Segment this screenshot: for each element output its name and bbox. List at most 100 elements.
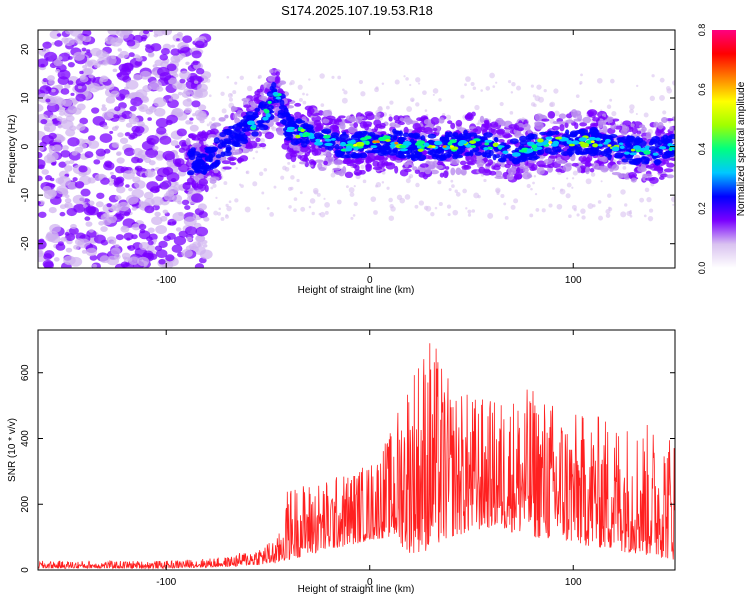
signal-halo	[438, 117, 445, 124]
noise-blob	[53, 58, 64, 67]
signal-hotspot	[526, 148, 534, 153]
signal-halo	[290, 150, 300, 154]
signal-core	[219, 139, 224, 145]
noise-blob	[162, 150, 175, 161]
noise-blob	[143, 30, 150, 35]
signal-core	[397, 136, 407, 141]
noise-blob	[43, 253, 53, 260]
noise-speck	[404, 194, 411, 200]
noise-blob	[77, 238, 91, 249]
signal-core	[635, 136, 641, 143]
noise-blob	[39, 141, 47, 148]
noise-blob	[64, 160, 71, 165]
signal-halo	[404, 162, 409, 168]
noise-speck	[616, 123, 619, 126]
signal-hotspot	[618, 142, 624, 146]
noise-blob	[170, 55, 181, 63]
signal-hotspot	[652, 152, 659, 156]
noise-blob	[109, 130, 114, 134]
noise-speck	[648, 208, 654, 213]
noise-speck	[536, 84, 542, 90]
noise-speck	[343, 90, 348, 95]
signal-halo	[376, 112, 381, 116]
noise-blob	[49, 223, 61, 233]
noise-blob	[135, 56, 143, 62]
noise-speck	[408, 173, 414, 179]
signal-hotspot	[577, 141, 586, 145]
signal-core	[323, 130, 331, 134]
noise-speck	[553, 88, 559, 94]
noise-speck	[533, 103, 537, 108]
noise-speck	[418, 200, 425, 206]
signal-halo	[476, 159, 485, 167]
noise-speck	[308, 205, 312, 209]
signal-hotspot	[458, 139, 468, 145]
noise-blob	[151, 216, 163, 226]
noise-blob	[155, 154, 164, 161]
noise-speck	[388, 215, 395, 221]
noise-blob	[149, 253, 158, 260]
signal-halo	[464, 114, 473, 120]
noise-blob	[67, 61, 75, 68]
noise-blob	[69, 30, 82, 37]
noise-blob	[99, 133, 113, 143]
signal-halo	[389, 122, 397, 128]
signal-core	[474, 151, 483, 156]
signal-halo	[541, 118, 550, 122]
noise-blob	[124, 132, 131, 137]
signal-core	[228, 125, 235, 129]
noise-speck	[644, 187, 650, 193]
colorbar-gradient	[712, 30, 736, 268]
noise-blob	[155, 225, 168, 235]
y-tick-label: -10	[20, 187, 31, 202]
signal-core	[640, 156, 650, 163]
noise-speck	[598, 215, 604, 221]
signal-halo	[423, 127, 433, 135]
signal-core	[409, 146, 420, 150]
signal-halo	[658, 176, 665, 180]
noise-blob	[38, 211, 47, 218]
signal-hotspot	[302, 131, 311, 137]
signal-halo	[243, 104, 252, 108]
noise-speck	[549, 101, 556, 107]
noise-speck	[226, 75, 230, 79]
noise-blob	[88, 228, 94, 233]
noise-blob	[194, 40, 205, 49]
signal-hotspot	[667, 143, 673, 147]
signal-hotspot	[275, 96, 282, 100]
noise-blob	[156, 126, 167, 135]
signal-halo	[191, 142, 202, 148]
noise-speck	[415, 102, 420, 107]
signal-core	[210, 162, 218, 169]
noise-blob	[154, 211, 161, 217]
signal-hotspot	[423, 142, 430, 147]
signal-core	[663, 151, 673, 157]
signal-halo	[496, 129, 505, 136]
signal-hotspot	[323, 134, 331, 139]
signal-halo	[669, 126, 674, 132]
signal-hotspot	[629, 152, 637, 156]
noise-speck	[665, 85, 671, 91]
noise-speck	[206, 123, 210, 127]
noise-speck	[571, 186, 574, 189]
signal-core	[269, 85, 275, 91]
noise-blob	[139, 106, 145, 110]
signal-halo	[185, 138, 191, 146]
signal-core	[295, 119, 301, 123]
noise-speck	[472, 86, 477, 91]
signal-halo	[586, 154, 593, 162]
signal-core	[621, 158, 629, 163]
signal-halo	[333, 118, 343, 123]
signal-core	[654, 141, 661, 148]
noise-speck	[223, 181, 228, 186]
noise-speck	[269, 212, 275, 217]
noise-speck	[596, 77, 603, 84]
noise-speck	[263, 167, 268, 172]
y-tick-label: 10	[20, 92, 31, 104]
noise-blob	[197, 241, 204, 247]
signal-halo	[494, 175, 505, 179]
signal-halo	[204, 184, 209, 193]
signal-core	[384, 147, 392, 151]
noise-blob	[62, 99, 73, 107]
noise-speck	[649, 95, 655, 101]
